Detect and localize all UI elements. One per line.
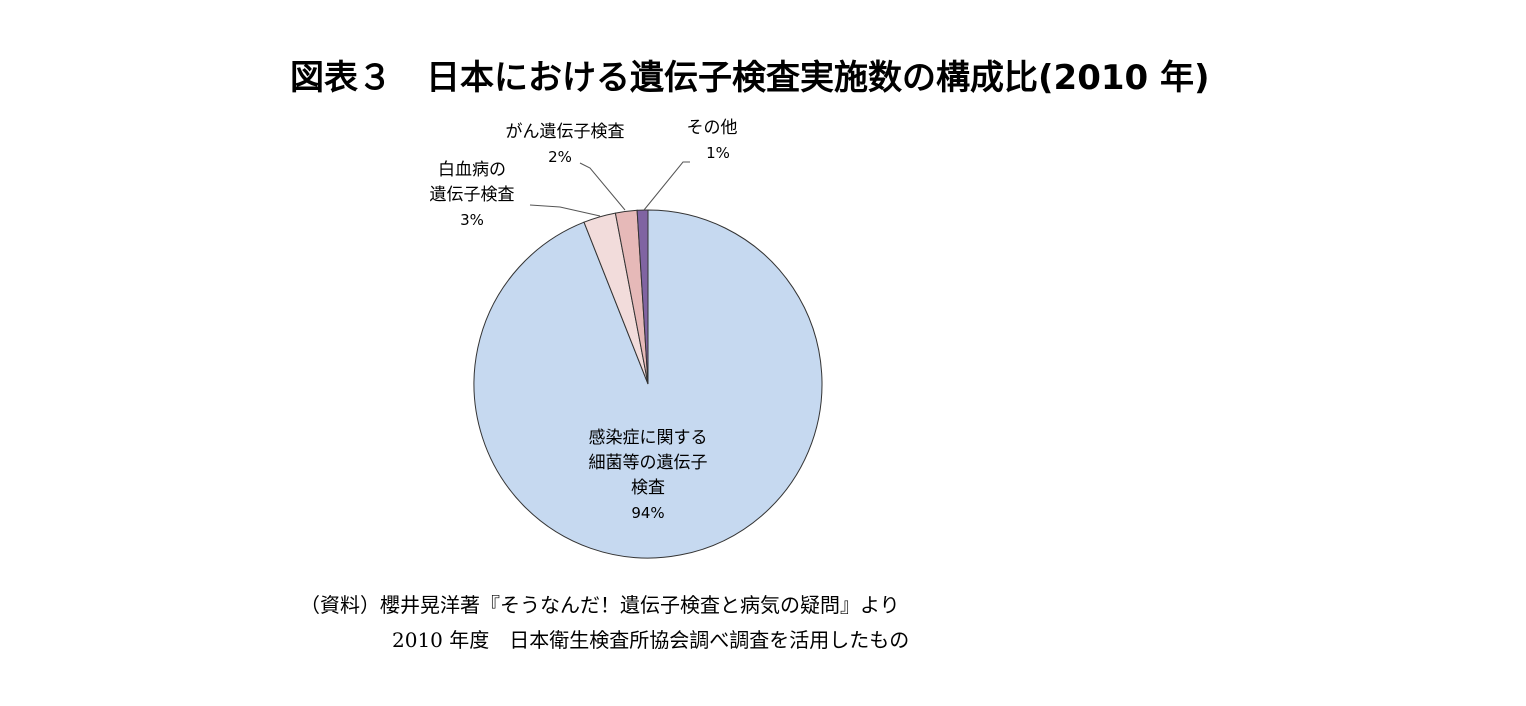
label-leukemia-line1: 白血病の — [438, 160, 506, 180]
label-cancer: がん遺伝子検査 2% — [480, 120, 650, 170]
label-infection: 感染症に関する 細菌等の遺伝子 検査 94% — [558, 426, 738, 526]
label-cancer-line1: がん遺伝子検査 — [505, 122, 625, 142]
label-infection-pct: 94% — [631, 504, 665, 522]
label-infection-line1: 感染症に関する — [588, 428, 708, 448]
label-infection-line3: 検査 — [631, 478, 665, 498]
leader-cancer — [579, 162, 626, 211]
label-leukemia-pct: 3% — [460, 211, 484, 229]
source-line-1: （資料）櫻井晃洋著『そうなんだ！遺伝子検査と病気の疑問』より — [300, 593, 900, 617]
label-leukemia-line2: 遺伝子検査 — [429, 185, 515, 205]
label-leukemia: 白血病の 遺伝子検査 3% — [412, 158, 532, 233]
source-line-2: 2010 年度 日本衛生検査所協会調べ調査を活用したもの — [392, 628, 910, 652]
label-other-pct: 1% — [706, 144, 730, 162]
chart-title: 図表３ 日本における遺伝子検査実施数の構成比(2010 年) — [290, 58, 1210, 98]
slice-other — [636, 209, 649, 385]
label-cancer-pct: 2% — [548, 148, 572, 166]
label-other-line1: その他 — [686, 118, 738, 138]
label-infection-line2: 細菌等の遺伝子 — [588, 453, 708, 473]
leader-leukemia — [529, 204, 601, 217]
label-other: その他 1% — [670, 116, 754, 166]
leader-other — [643, 161, 690, 211]
